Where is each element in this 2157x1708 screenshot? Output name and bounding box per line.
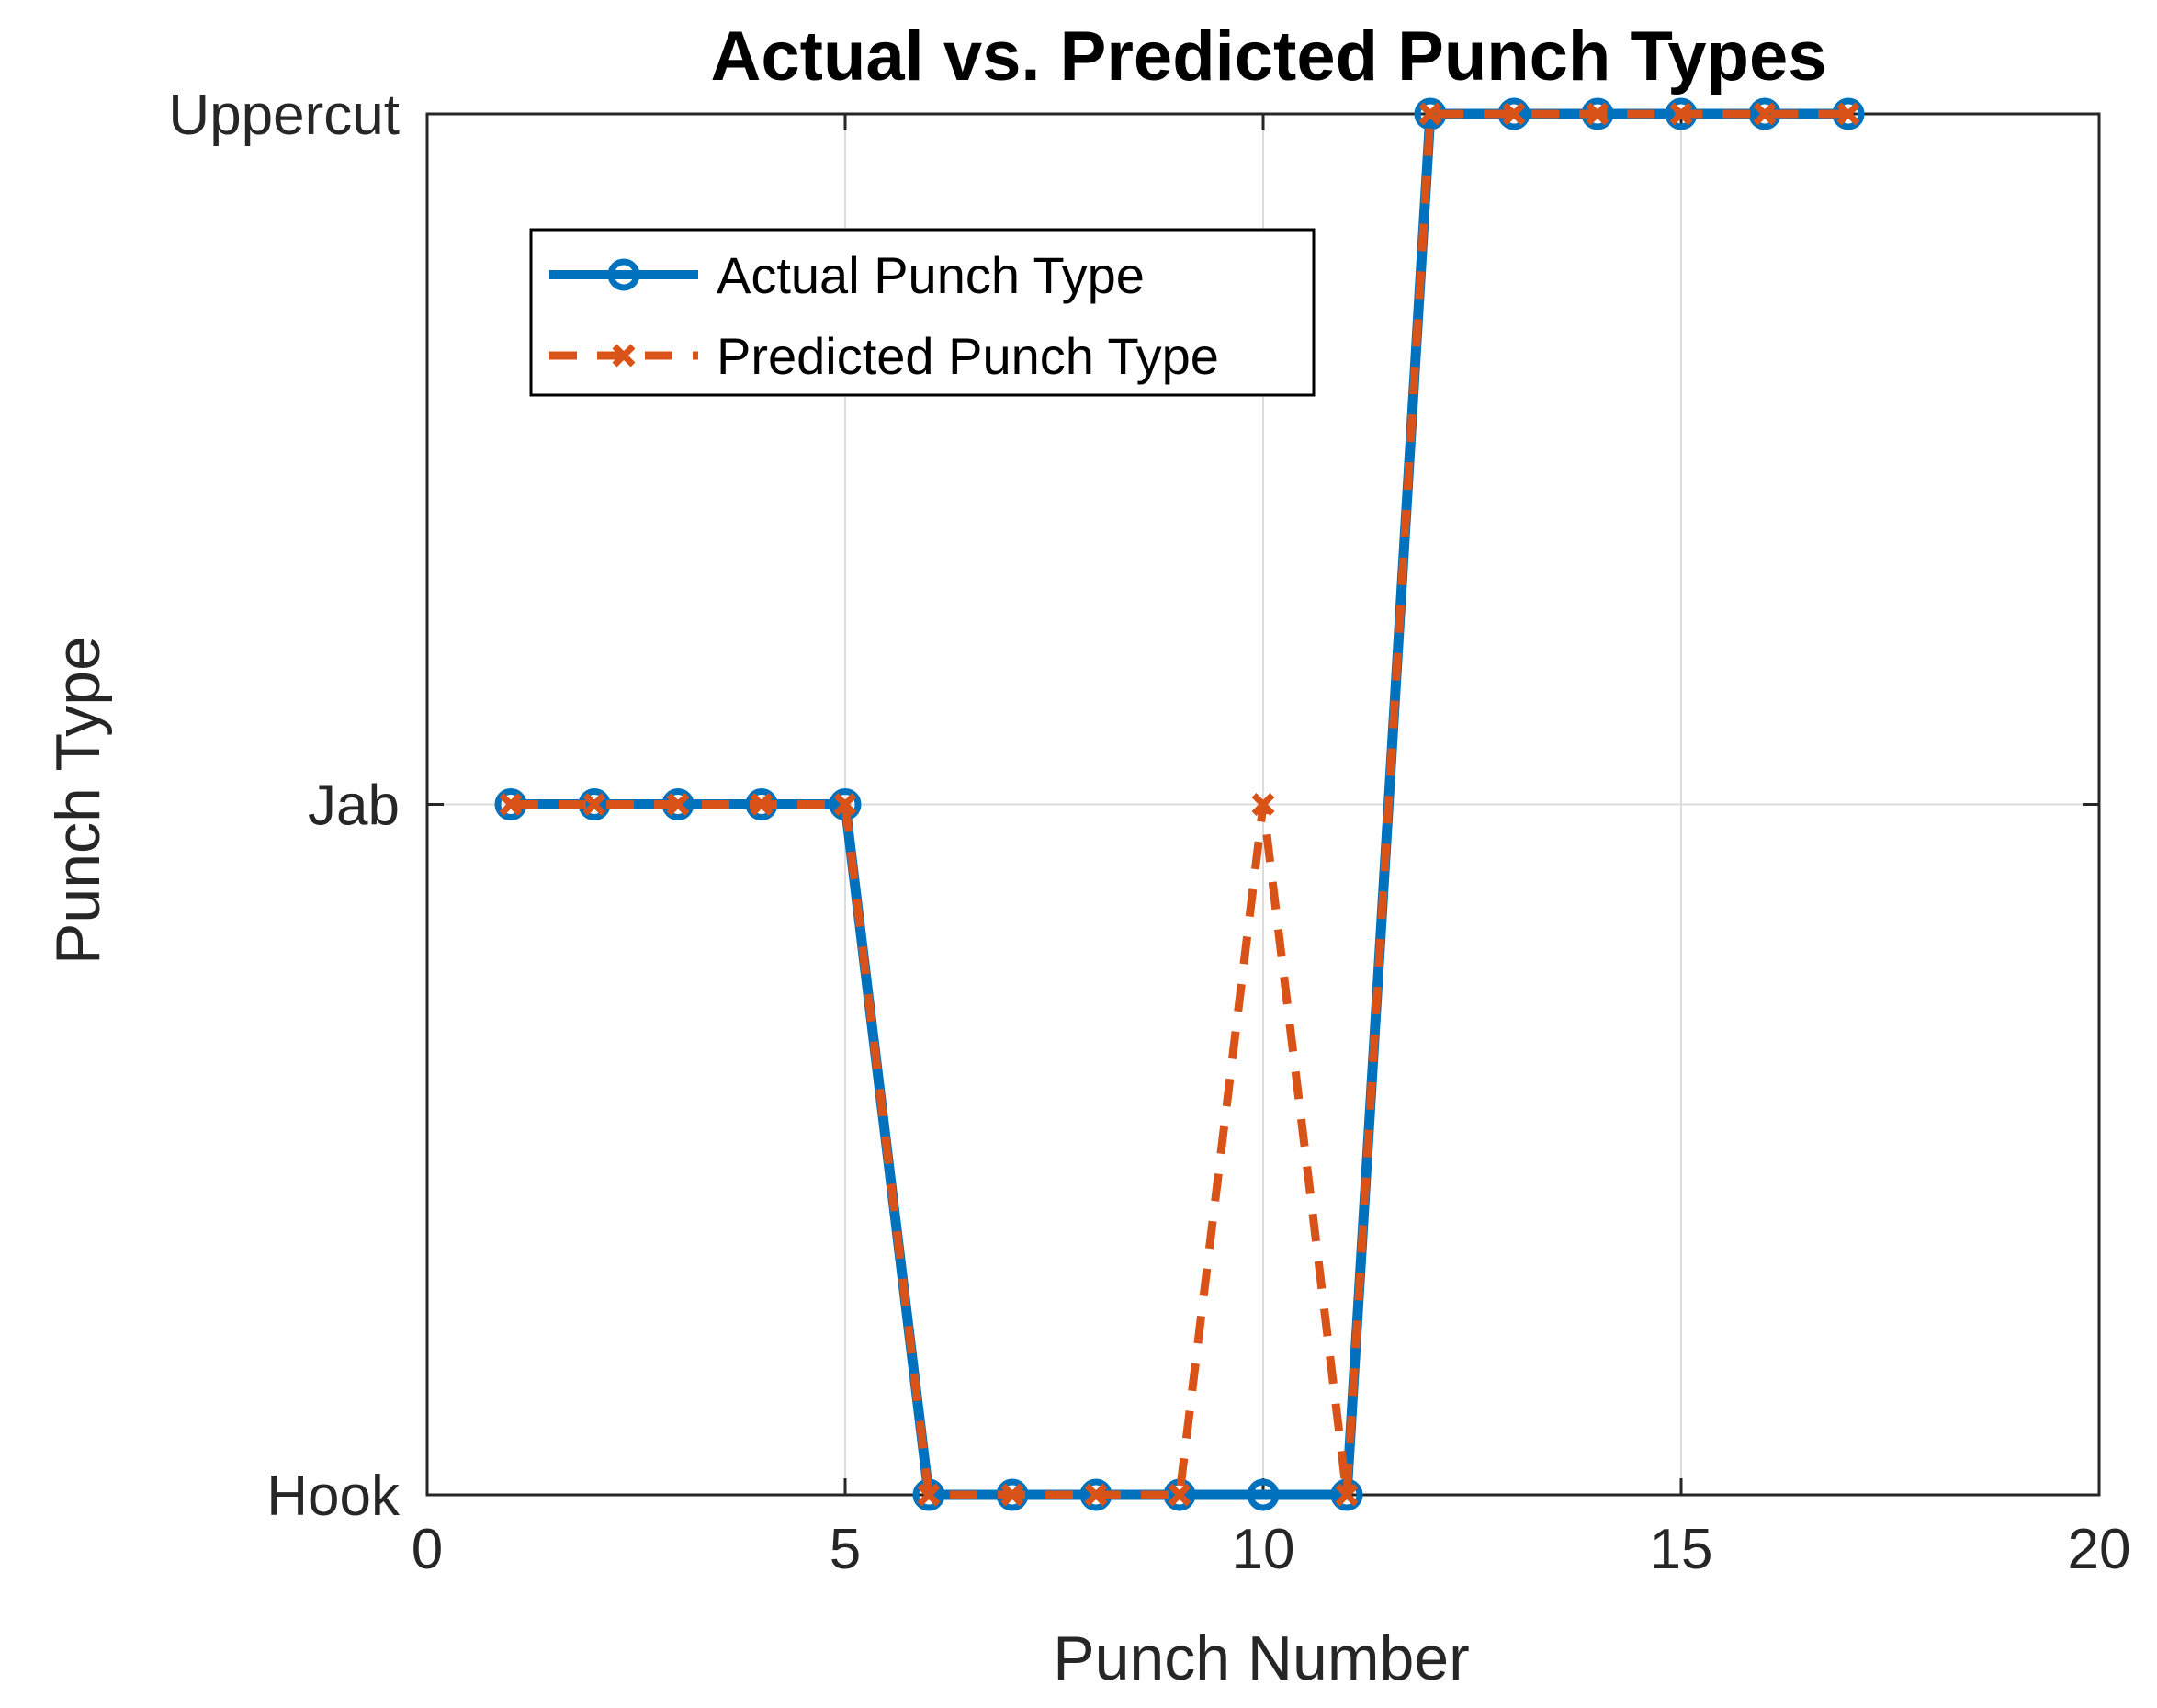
data-point-circle (1247, 1478, 1280, 1511)
series-predicted (499, 102, 1860, 1507)
legend-entry: Actual Punch Type (549, 246, 1145, 304)
data-point-circle (607, 258, 640, 291)
data-point-x (1586, 102, 1609, 126)
legend-entry: Predicted Punch Type (549, 327, 1219, 385)
y-axis-label: Punch Type (43, 636, 113, 965)
legend-label: Predicted Punch Type (717, 327, 1219, 385)
data-point-x (1000, 1483, 1024, 1507)
data-point-x (666, 793, 690, 816)
data-point-x (499, 793, 523, 816)
data-point-x (582, 793, 606, 816)
legend-box (529, 228, 1316, 397)
x-tick-label: 10 (1232, 1518, 1295, 1581)
legend: Actual Punch Type Predicted Punch Type (529, 228, 1316, 397)
data-point-x (1836, 102, 1860, 126)
data-point-x (1502, 102, 1526, 126)
series-layer (494, 97, 1865, 1511)
data-point-x (917, 1483, 941, 1507)
data-point-x (1418, 102, 1442, 126)
data-point-x (1251, 793, 1275, 816)
data-point-x (612, 344, 636, 368)
data-point-x (750, 793, 774, 816)
data-point-x (1084, 1483, 1108, 1507)
data-point-x (833, 793, 857, 816)
x-tick-label: 20 (2068, 1518, 2131, 1581)
x-axis-label: Punch Number (1053, 1623, 1470, 1693)
x-tick-label: 15 (1650, 1518, 1713, 1581)
data-point-x (1168, 1483, 1191, 1507)
data-point-x (1753, 102, 1777, 126)
chart-title: Actual vs. Predicted Punch Types (711, 17, 1827, 96)
tick-labels: 0 5 10 15 20 Hook Jab Uppercut (168, 84, 2130, 1581)
x-tick-label: 5 (830, 1518, 861, 1581)
legend-label: Actual Punch Type (717, 246, 1145, 304)
data-point-x (1669, 102, 1693, 126)
x-tick-label: 0 (412, 1518, 443, 1581)
y-tick-label: Jab (308, 775, 400, 838)
data-point-x (1335, 1483, 1359, 1507)
y-tick-label: Uppercut (168, 84, 400, 147)
y-tick-label: Hook (266, 1465, 401, 1528)
